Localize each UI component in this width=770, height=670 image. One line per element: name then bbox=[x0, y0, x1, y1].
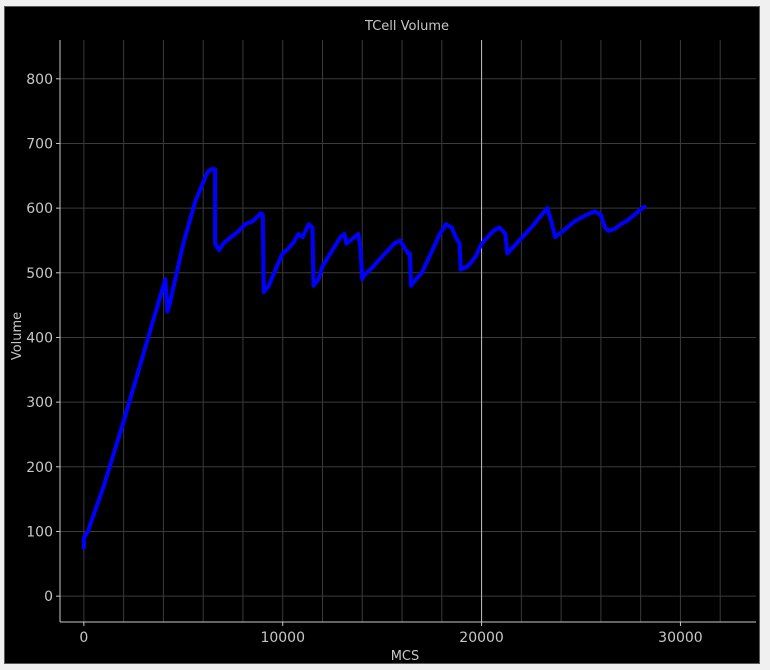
chart-title: TCell Volume bbox=[364, 19, 449, 34]
chart-svg: 0 100 200 300 400 500 600 700 800 0 10000 20000 3000… bbox=[10, 19, 756, 664]
x-tick-label: 0 bbox=[79, 630, 88, 646]
y-tick-label: 300 bbox=[26, 395, 53, 411]
grid-layer bbox=[60, 40, 756, 622]
y-tick-label: 500 bbox=[26, 266, 53, 282]
x-tick-label: 10000 bbox=[260, 630, 305, 646]
y-tick-label: 800 bbox=[26, 72, 53, 88]
x-axis-label: MCS bbox=[391, 649, 420, 664]
tick-layer: 0 100 200 300 400 500 600 700 800 0 10000 20000 3000… bbox=[26, 72, 702, 646]
x-tick-label: 20000 bbox=[459, 630, 504, 646]
y-axis-label: Volume bbox=[10, 312, 25, 360]
y-tick-label: 400 bbox=[26, 330, 53, 346]
y-tick-label: 700 bbox=[26, 136, 53, 152]
plot-window: 0 100 200 300 400 500 600 700 800 0 10000 20000 3000… bbox=[4, 6, 760, 664]
x-tick-label: 30000 bbox=[658, 630, 703, 646]
y-tick-label: 200 bbox=[26, 460, 53, 476]
y-tick-label: 0 bbox=[44, 589, 53, 605]
y-tick-label: 100 bbox=[26, 524, 53, 540]
y-tick-label: 600 bbox=[26, 201, 53, 217]
axis-layer bbox=[59, 40, 756, 623]
series-layer bbox=[81, 167, 647, 550]
series-line-volume bbox=[81, 167, 647, 550]
